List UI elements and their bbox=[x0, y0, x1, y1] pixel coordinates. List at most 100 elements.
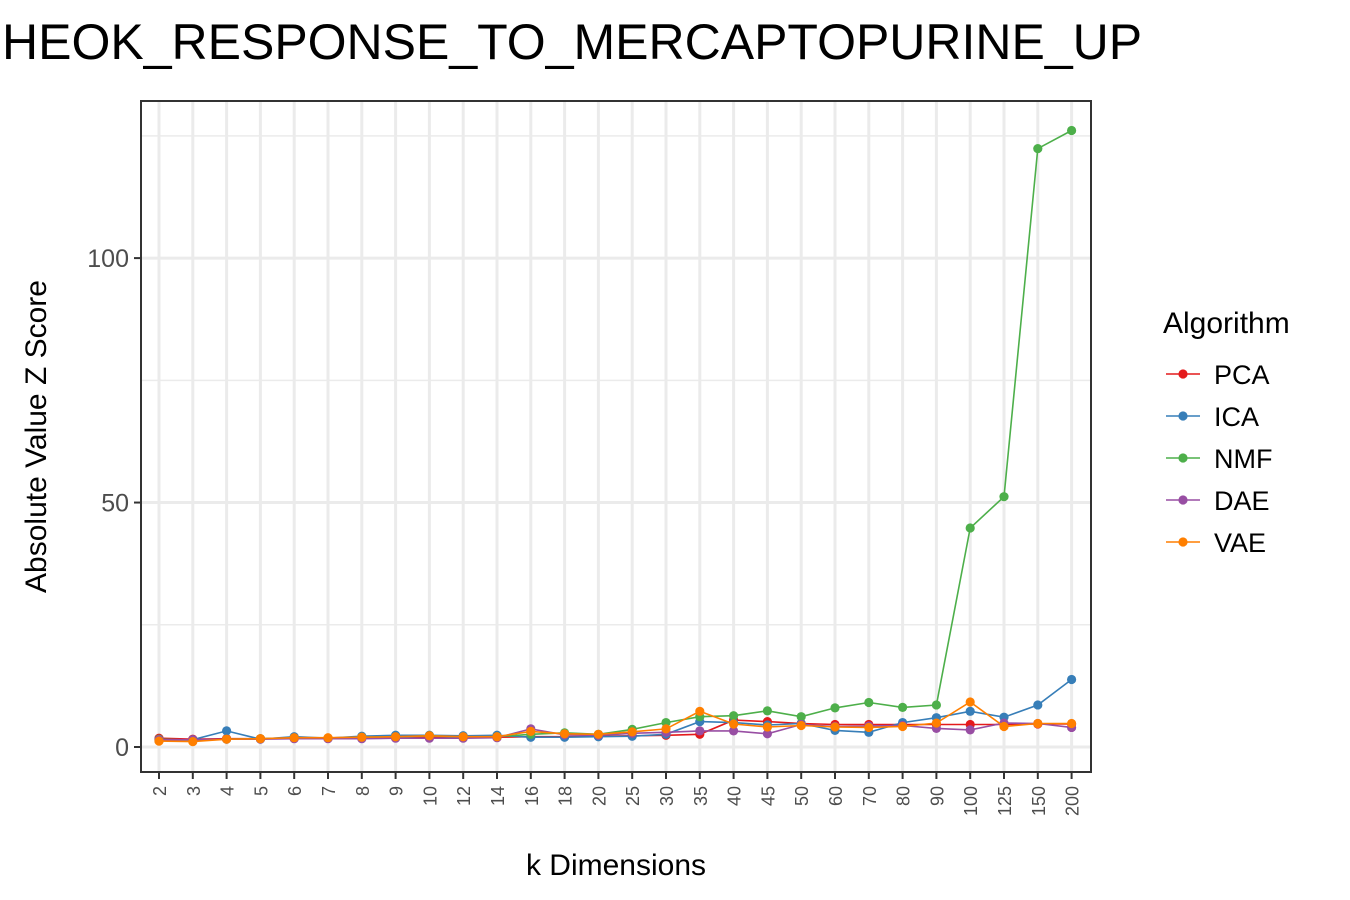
y-tick-label: 0 bbox=[115, 734, 129, 762]
data-point bbox=[1067, 718, 1077, 729]
x-tick-label: 50 bbox=[792, 786, 812, 806]
data-point bbox=[1033, 718, 1043, 729]
data-point bbox=[796, 720, 806, 731]
data-point bbox=[627, 727, 637, 737]
series-line bbox=[158, 129, 1072, 742]
data-point bbox=[762, 729, 773, 739]
x-tick-label: 20 bbox=[589, 786, 609, 806]
data-point bbox=[1033, 700, 1043, 710]
x-tick-label: 7 bbox=[319, 786, 339, 796]
data-point bbox=[729, 719, 739, 729]
data-point bbox=[424, 731, 434, 741]
data-point bbox=[864, 697, 874, 708]
x-tick-label: 12 bbox=[454, 786, 474, 806]
data-point bbox=[999, 721, 1009, 732]
x-tick-label: 125 bbox=[995, 786, 1015, 816]
data-point bbox=[154, 736, 164, 746]
legend-label: VAE bbox=[1214, 528, 1266, 558]
x-tick-label: 2 bbox=[150, 786, 170, 796]
data-point bbox=[931, 700, 942, 710]
data-point bbox=[593, 729, 604, 739]
data-point bbox=[864, 722, 874, 733]
x-tick-label: 200 bbox=[1063, 786, 1083, 816]
legend-label: ICA bbox=[1214, 402, 1259, 432]
y-axis-title: Absolute Value Z Score bbox=[20, 280, 53, 593]
x-tick-label: 4 bbox=[218, 786, 238, 796]
x-tick-label: 70 bbox=[860, 786, 880, 806]
data-point bbox=[965, 523, 975, 533]
data-point bbox=[796, 712, 806, 722]
data-point bbox=[492, 732, 502, 742]
data-point bbox=[526, 726, 536, 736]
data-point bbox=[661, 717, 671, 728]
panel-border bbox=[140, 100, 1092, 773]
data-point bbox=[965, 697, 975, 707]
data-point bbox=[1067, 674, 1077, 685]
x-tick-label: 6 bbox=[285, 786, 305, 796]
data-point bbox=[289, 733, 299, 743]
legend-item-dae: DAE bbox=[1166, 486, 1270, 516]
data-point bbox=[1033, 143, 1043, 154]
data-point bbox=[762, 706, 773, 716]
x-tick-label: 35 bbox=[691, 786, 711, 806]
data-point bbox=[560, 729, 570, 739]
legend-title: Algorithm bbox=[1163, 307, 1290, 340]
data-point bbox=[729, 726, 739, 736]
legend-label: NMF bbox=[1214, 444, 1272, 474]
x-tick-label: 100 bbox=[961, 786, 981, 816]
data-point bbox=[762, 722, 773, 732]
x-tick-label: 3 bbox=[184, 786, 204, 796]
legend-item-pca: PCA bbox=[1166, 360, 1270, 390]
series-line bbox=[159, 722, 1072, 741]
x-tick-label: 60 bbox=[826, 786, 846, 806]
x-tick-label: 10 bbox=[420, 786, 440, 806]
series-layer bbox=[154, 125, 1077, 747]
series-nmf bbox=[154, 125, 1077, 745]
data-point bbox=[391, 732, 401, 742]
x-axis-title: k Dimensions bbox=[526, 849, 706, 882]
data-point bbox=[965, 725, 975, 735]
data-point bbox=[999, 492, 1009, 502]
data-point bbox=[830, 722, 840, 732]
data-point bbox=[830, 703, 840, 713]
data-point bbox=[1067, 125, 1077, 136]
legend-key-point bbox=[1178, 537, 1188, 547]
x-tick-label: 5 bbox=[251, 786, 271, 796]
x-tick-label: 150 bbox=[1029, 786, 1049, 816]
legend-key-point bbox=[1178, 369, 1188, 379]
x-tick-label: 40 bbox=[725, 786, 745, 806]
data-point bbox=[965, 706, 975, 716]
legend-item-ica: ICA bbox=[1166, 402, 1259, 432]
legend-key-point bbox=[1178, 453, 1188, 463]
x-tick-label: 14 bbox=[488, 786, 508, 806]
data-point bbox=[188, 737, 198, 747]
x-tick-label: 45 bbox=[758, 786, 778, 806]
x-tick-label: 16 bbox=[522, 786, 542, 806]
legend: Algorithm PCA ICA NMF DAE VAE bbox=[1163, 307, 1290, 558]
legend-label: DAE bbox=[1214, 486, 1270, 516]
legend-key-point bbox=[1178, 411, 1188, 421]
x-tick-label: 9 bbox=[387, 786, 407, 796]
data-point bbox=[458, 732, 468, 742]
data-point bbox=[255, 734, 265, 744]
grid-layer bbox=[141, 101, 1091, 772]
data-point bbox=[357, 732, 367, 742]
data-point bbox=[898, 702, 908, 712]
legend-item-nmf: NMF bbox=[1166, 444, 1272, 474]
data-point bbox=[222, 726, 232, 736]
data-point bbox=[931, 718, 942, 728]
x-tick-label: 18 bbox=[556, 786, 576, 806]
data-point bbox=[661, 724, 671, 734]
chart-title: HEOK_RESPONSE_TO_MERCAPTOPURINE_UP bbox=[2, 14, 1143, 70]
y-tick-label: 50 bbox=[101, 490, 129, 518]
data-point bbox=[695, 706, 705, 716]
data-point bbox=[695, 726, 705, 736]
data-point bbox=[323, 733, 333, 743]
legend-label: PCA bbox=[1214, 360, 1270, 390]
x-tick-label: 80 bbox=[894, 786, 914, 806]
data-point bbox=[729, 711, 739, 721]
x-tick-label: 8 bbox=[353, 786, 373, 796]
